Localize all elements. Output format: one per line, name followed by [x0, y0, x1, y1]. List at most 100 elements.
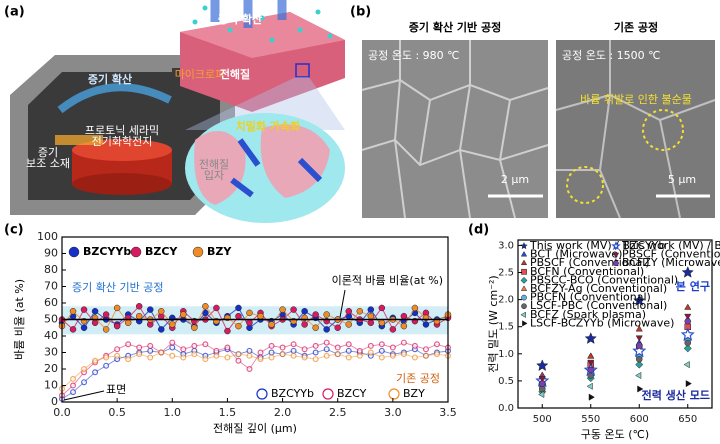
- marker: [70, 382, 77, 389]
- marker: [367, 319, 375, 327]
- marker: [684, 318, 692, 325]
- marker: [279, 344, 286, 351]
- marker: [224, 354, 231, 361]
- marker: [587, 352, 595, 359]
- marker: [91, 308, 99, 315]
- x-tick-label: 0.0: [53, 406, 71, 419]
- y-tick-label: 20: [44, 362, 58, 375]
- x-tick-label: 1.0: [164, 406, 182, 419]
- diffusion-arrows: [230, 138, 323, 198]
- marker: [113, 304, 121, 312]
- process-temperature: 공정 온도 : 1500 ℃: [562, 49, 661, 62]
- marker: [169, 344, 176, 351]
- x-axis-label: 전해질 깊이 (μm): [213, 421, 297, 435]
- legend-label: LSCF-PBC (Conventional): [530, 299, 667, 312]
- marker: [290, 341, 297, 348]
- marker: [169, 321, 176, 328]
- marker: [538, 390, 545, 399]
- marker: [80, 324, 88, 331]
- y-tick-label: 0.0: [498, 403, 514, 414]
- marker: [378, 347, 385, 354]
- marker: [345, 308, 352, 315]
- legend-marker: [611, 241, 621, 250]
- marker: [367, 342, 374, 349]
- marker: [433, 341, 440, 348]
- legend-label: BZCY: [145, 245, 178, 258]
- marker: [147, 342, 154, 349]
- panel-label: (c): [4, 223, 24, 238]
- marker: [268, 321, 275, 328]
- marker: [70, 389, 77, 396]
- electrolyte-top: [180, 12, 345, 58]
- marker: [312, 349, 319, 356]
- marker: [202, 303, 209, 310]
- y-tick-label: 30: [44, 346, 58, 359]
- marker: [422, 352, 429, 359]
- plot-frame: [517, 239, 713, 409]
- x-tick-label: 0.5: [108, 406, 126, 419]
- y-tick-label: 1.0: [498, 349, 514, 360]
- marker: [235, 304, 242, 312]
- y-tick-label: 1.5: [498, 322, 514, 333]
- legend-label: BZY: [207, 245, 232, 258]
- marker: [202, 356, 209, 363]
- marker: [147, 347, 154, 354]
- legend-marker: [521, 294, 527, 301]
- marker: [235, 351, 242, 358]
- annotation-arrow: [63, 390, 105, 401]
- marker: [268, 354, 275, 361]
- marker: [246, 309, 253, 317]
- x-tick-label: 650: [678, 414, 697, 425]
- legend-marker: [522, 320, 528, 327]
- marker: [378, 354, 385, 361]
- process-temperature: 공정 온도 : 980 ℃: [368, 49, 460, 62]
- marker: [135, 303, 143, 310]
- marker: [180, 311, 187, 318]
- marker: [323, 311, 330, 318]
- marker: [114, 352, 121, 359]
- y-tick-label: 2.5: [498, 268, 514, 279]
- marker: [114, 346, 121, 353]
- marker: [683, 344, 692, 353]
- label: 전기화학전지: [92, 135, 153, 148]
- legend-marker: [520, 276, 528, 284]
- marker: [588, 393, 595, 401]
- panel-label: (b): [350, 5, 371, 20]
- marker: [345, 341, 352, 348]
- marker: [538, 376, 546, 383]
- marker: [411, 354, 418, 361]
- annotation: 이론적 바륨 비율(at %): [332, 274, 443, 287]
- marker: [323, 339, 330, 346]
- marker: [632, 343, 647, 358]
- legend-marker: [520, 285, 528, 291]
- marker: [235, 322, 242, 330]
- marker: [191, 351, 198, 358]
- marker: [635, 325, 643, 332]
- legend-marker: [388, 388, 400, 400]
- x-tick-label: 550: [581, 414, 600, 425]
- marker: [633, 294, 646, 306]
- marker: [191, 324, 198, 331]
- y-tick-label: 3.0: [498, 240, 514, 251]
- label: 마이크로파: [175, 68, 226, 81]
- y-tick-label: 100: [37, 230, 58, 243]
- label: 전해질: [199, 157, 229, 171]
- micrograph-title: 증기 확산 기반 공정: [409, 20, 501, 34]
- annotation: 본 연구: [676, 279, 710, 293]
- label: 치밀화 가속화: [236, 119, 301, 133]
- marker: [136, 344, 143, 351]
- marker: [433, 351, 440, 358]
- marker: [102, 311, 110, 318]
- vapor-dots: [192, 5, 333, 43]
- y-tick-label: 80: [44, 263, 58, 276]
- legend-marker: [520, 259, 528, 266]
- marker: [70, 375, 77, 382]
- legend-marker: [130, 246, 142, 258]
- label: 보조 소재: [26, 157, 70, 170]
- legend-marker: [520, 311, 526, 318]
- legend-label: PBSCF (Conventional): [622, 248, 720, 261]
- marker: [635, 342, 643, 349]
- marker: [323, 326, 330, 333]
- marker: [124, 319, 132, 327]
